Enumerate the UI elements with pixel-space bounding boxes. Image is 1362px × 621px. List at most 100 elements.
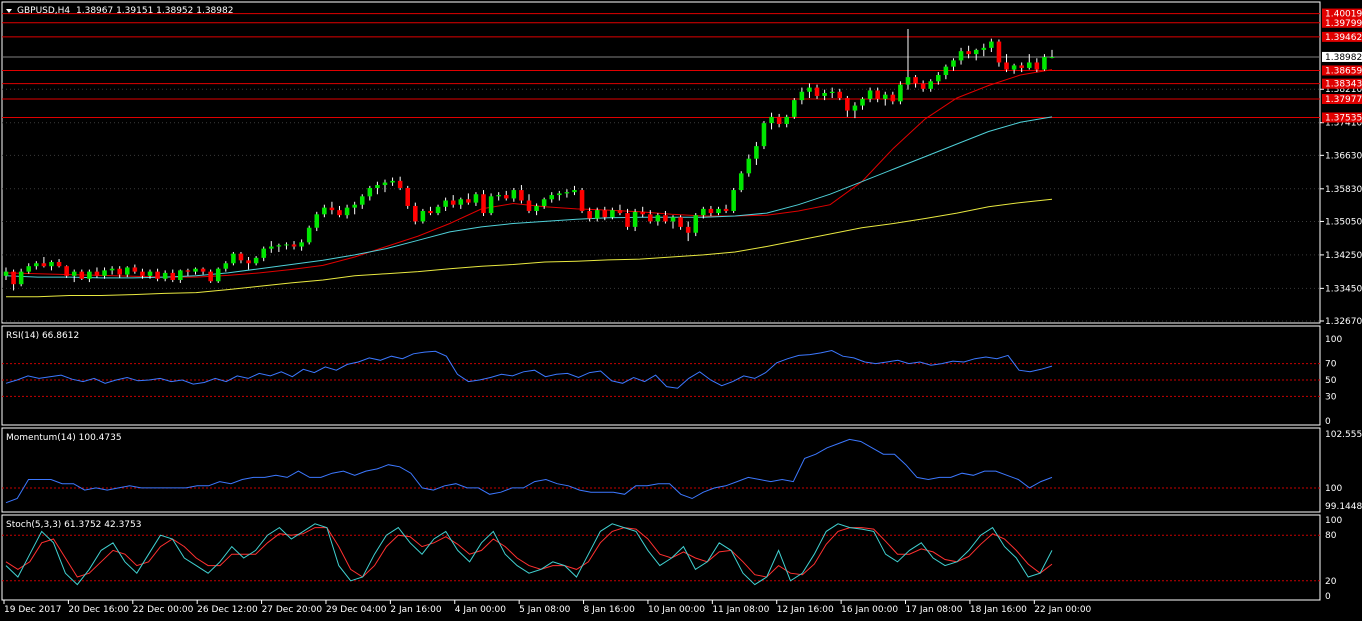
candle xyxy=(829,87,835,99)
rsi-pane[interactable]: 100 70 50 30 0 RSI(14) 66.8612 xyxy=(1,325,1342,427)
candle xyxy=(776,113,782,128)
candle xyxy=(223,261,229,272)
candle-body xyxy=(284,244,289,246)
candle xyxy=(56,259,62,268)
candle-body xyxy=(261,248,266,258)
candles xyxy=(3,29,1055,291)
candle xyxy=(284,242,289,250)
level-label: 1.39799 xyxy=(1325,19,1362,29)
y-tick-label: 0 xyxy=(1325,592,1331,602)
candle xyxy=(1004,54,1009,73)
triangle-down-icon[interactable] xyxy=(6,9,12,13)
candle-body xyxy=(299,242,304,247)
candle-body xyxy=(428,210,433,214)
candle-body xyxy=(155,271,160,279)
time-axis: 19 Dec 2017 20 Dec 16:00 22 Dec 00:00 26 De… xyxy=(3,600,1092,615)
price-pane[interactable]: 1.32670 1.33450 1.34250 1.35050 1.35830 1.366… xyxy=(1,1,1362,327)
candle-body xyxy=(936,75,941,82)
y-tick-label: 1.35830 xyxy=(1325,185,1362,195)
candle xyxy=(1042,54,1047,71)
candle xyxy=(170,269,176,283)
candle xyxy=(1011,63,1017,74)
candle-body xyxy=(875,90,880,99)
candle-body xyxy=(359,196,365,205)
candle-body xyxy=(503,195,509,199)
candle xyxy=(541,197,547,209)
candle-body xyxy=(435,206,441,214)
candle xyxy=(1026,54,1032,70)
candle-body xyxy=(526,200,532,211)
candle-body xyxy=(784,116,789,124)
candle xyxy=(428,206,433,216)
candle xyxy=(807,83,812,99)
time-tick-label: 26 Dec 12:00 xyxy=(197,605,258,615)
candle xyxy=(648,210,653,224)
candle-body xyxy=(928,81,933,89)
candle xyxy=(299,239,304,251)
candle-body xyxy=(534,205,539,211)
candle xyxy=(329,201,335,215)
y-tick-label: 1.32670 xyxy=(1325,317,1362,327)
candle xyxy=(435,204,441,216)
current-price-label: 1.38982 xyxy=(1325,53,1362,63)
time-tick-label: 19 Dec 2017 xyxy=(4,605,62,615)
level-label: 1.40019 xyxy=(1325,10,1362,20)
candle-body xyxy=(685,226,691,233)
stochastic-axis: 100 80 20 0 xyxy=(1325,516,1342,602)
candle xyxy=(526,194,532,214)
candle xyxy=(905,29,911,90)
candle xyxy=(269,241,274,253)
candle-body xyxy=(693,215,699,233)
candle xyxy=(814,84,820,99)
momentum-label: Momentum(14) 100.4735 xyxy=(6,433,122,443)
candle xyxy=(200,267,206,275)
candle-body xyxy=(799,91,805,101)
candle-body xyxy=(352,204,357,208)
candle-body xyxy=(276,245,282,247)
candle-body xyxy=(382,182,388,186)
candle xyxy=(314,211,320,232)
candle xyxy=(253,256,259,266)
candle xyxy=(852,102,858,119)
candle-body xyxy=(238,253,244,261)
candle xyxy=(466,193,471,205)
candle xyxy=(147,269,153,279)
candle xyxy=(716,206,721,216)
candle xyxy=(860,97,865,110)
candle xyxy=(132,264,138,274)
candle-body xyxy=(867,90,873,99)
y-tick-label: 100 xyxy=(1325,335,1342,345)
candle xyxy=(989,38,994,53)
candle-body xyxy=(132,267,138,272)
stochastic-pane[interactable]: 100 80 20 0 Stoch(5,3,3) 61.3752 42.3753 xyxy=(1,514,1342,602)
candle xyxy=(34,261,39,270)
candle-body xyxy=(579,190,585,211)
candle xyxy=(185,268,191,276)
candle xyxy=(640,206,645,218)
candle xyxy=(1019,62,1024,73)
y-tick-label: 1.37410 xyxy=(1325,119,1362,129)
y-tick-label: 1.35050 xyxy=(1325,217,1362,227)
candle-body xyxy=(670,217,676,222)
candle xyxy=(943,64,949,80)
candle-body xyxy=(920,83,926,89)
time-tick-label: 8 Jan 16:00 xyxy=(584,605,636,615)
candle-body xyxy=(837,91,843,99)
candle-body xyxy=(882,94,888,99)
time-tick-label: 10 Jan 00:00 xyxy=(648,605,705,615)
candle-body xyxy=(731,190,736,211)
candle xyxy=(754,141,759,165)
candle xyxy=(261,246,266,262)
candle xyxy=(246,256,251,270)
candle xyxy=(450,195,456,208)
candle xyxy=(102,267,107,279)
candle xyxy=(913,75,918,88)
candle xyxy=(966,45,971,59)
candle-body xyxy=(769,116,774,124)
candle xyxy=(473,192,479,206)
momentum-pane[interactable]: 102.5553 100 99.1448 Momentum(14) 100.4735 xyxy=(1,427,1362,513)
time-tick-label: 27 Dec 20:00 xyxy=(262,605,323,615)
candle xyxy=(769,112,774,130)
y-tick-label: 20 xyxy=(1325,577,1337,587)
